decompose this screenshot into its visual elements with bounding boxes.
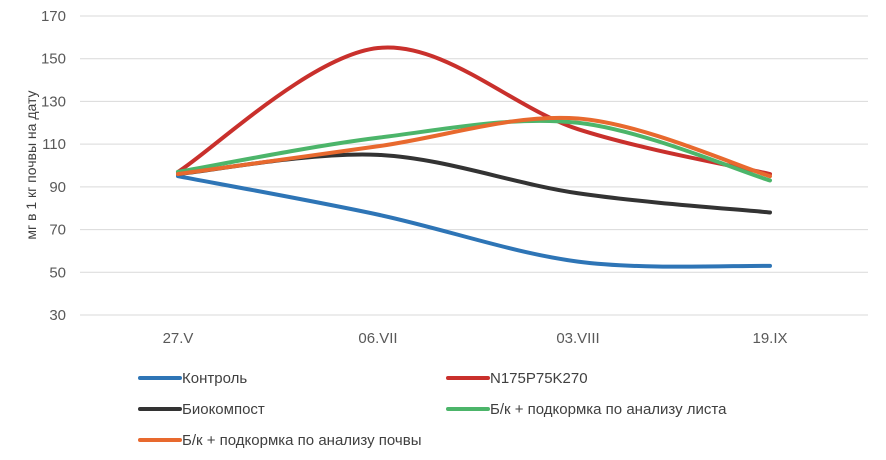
x-tick-label: 19.IX bbox=[752, 330, 787, 347]
legend-label: Контроль bbox=[182, 370, 247, 387]
y-tick-label: 110 bbox=[42, 136, 66, 153]
series-line-5 bbox=[176, 115, 772, 179]
gridlines bbox=[80, 15, 868, 316]
y-tick-label: 90 bbox=[49, 179, 66, 196]
y-tick-label: 50 bbox=[49, 264, 66, 281]
legend-label: Б/к + подкормка по анализу листа bbox=[490, 401, 727, 418]
series-lines bbox=[176, 45, 772, 269]
y-axis-title: мг в 1 кг почвы на дату bbox=[23, 90, 39, 239]
legend: Контроль N175P75K270 Биокомпост Б/к + подко… bbox=[138, 370, 727, 449]
x-tick-label: 06.VII bbox=[358, 330, 397, 347]
series-line-2 bbox=[176, 45, 772, 177]
series-line-1 bbox=[176, 174, 772, 269]
legend-label: N175P75K270 bbox=[490, 370, 588, 387]
x-tick-label: 03.VIII bbox=[556, 330, 599, 347]
x-axis-ticks: 27.V 06.VII 03.VIII 19.IX bbox=[163, 330, 788, 347]
series-line-4 bbox=[176, 118, 772, 183]
y-tick-label: 170 bbox=[41, 8, 66, 25]
legend-label: Б/к + подкормка по анализу почвы bbox=[182, 432, 422, 449]
legend-label: Биокомпост bbox=[182, 401, 265, 418]
y-tick-label: 130 bbox=[41, 93, 66, 110]
y-tick-label: 150 bbox=[41, 51, 66, 68]
y-tick-label: 30 bbox=[49, 307, 66, 324]
y-axis-ticks: 30 50 70 90 110 130 150 170 bbox=[41, 8, 66, 324]
x-tick-label: 27.V bbox=[163, 330, 194, 347]
y-tick-label: 70 bbox=[49, 222, 66, 239]
